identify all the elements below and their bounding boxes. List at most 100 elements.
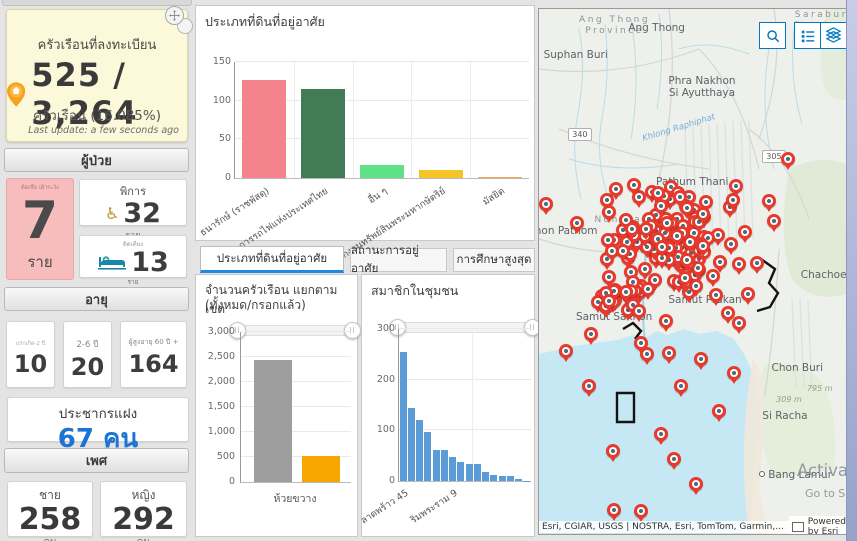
vgrid — [470, 62, 472, 178]
map-label: Ang Thong Province — [579, 15, 651, 37]
map-pin-marker[interactable] — [695, 239, 710, 254]
map-pin-marker[interactable] — [762, 194, 777, 209]
map-pin-marker[interactable] — [627, 177, 642, 192]
map-pin-marker[interactable] — [666, 451, 681, 466]
move-arrows-icon — [169, 10, 180, 21]
activate-watermark-line1: Activate Windows — [797, 461, 848, 480]
map-pin-marker[interactable] — [653, 199, 668, 214]
map-pin-marker[interactable] — [641, 281, 656, 296]
tab-residence-status[interactable]: สถานะการอยู่อาศัย — [350, 243, 447, 275]
map-pin-marker[interactable] — [609, 182, 624, 197]
map-pin-marker[interactable] — [767, 214, 781, 229]
households-range-slider[interactable]: || || — [229, 322, 361, 339]
map-pin-marker[interactable] — [694, 352, 708, 367]
road-shield: 340 — [568, 128, 592, 142]
map-pin-marker[interactable] — [679, 201, 694, 215]
age-label: ผู้สูงอายุ 60 ปี + — [128, 338, 179, 346]
map-legend-button[interactable] — [794, 22, 821, 49]
map-pin-marker[interactable] — [738, 224, 753, 239]
bar-2 — [360, 164, 404, 178]
y-tick-label: 2,500 — [207, 351, 235, 362]
map-pin-marker[interactable] — [539, 196, 554, 211]
map-pin-marker[interactable] — [731, 257, 746, 272]
age-card-child: 2-6 ปี 20 — [63, 321, 112, 388]
window-scroll-strip[interactable] — [846, 0, 857, 541]
map-pin-marker[interactable] — [689, 477, 704, 492]
y-tick-label: 300 — [376, 323, 395, 334]
map-pin-marker[interactable] — [607, 502, 622, 517]
bar-0 — [399, 351, 407, 481]
map-label: 795 m — [806, 383, 833, 393]
map-pin-marker[interactable] — [658, 313, 673, 328]
gridline — [235, 138, 529, 140]
disabled-count: 32 — [123, 198, 161, 229]
map-pin-marker[interactable] — [655, 240, 670, 255]
map-pin-marker[interactable] — [602, 294, 617, 309]
map-pin-marker[interactable] — [584, 326, 599, 341]
y-tick-label: 500 — [216, 451, 235, 462]
map-pin-marker[interactable] — [721, 305, 736, 320]
map-pin-marker[interactable] — [624, 222, 639, 237]
map-pin-marker[interactable] — [696, 207, 711, 222]
members-range-slider[interactable]: || || — [389, 319, 541, 336]
map-pin-marker[interactable] — [673, 378, 688, 393]
map-pin-marker[interactable] — [640, 346, 655, 361]
map-pin-marker[interactable] — [638, 222, 653, 237]
map-pin-marker[interactable] — [731, 315, 746, 330]
slider-handle-left[interactable]: || — [389, 319, 406, 336]
map-pin-marker[interactable] — [750, 256, 765, 271]
map-pin-marker[interactable] — [699, 194, 714, 209]
map-pin-marker[interactable] — [602, 205, 617, 220]
map-pin-marker[interactable] — [559, 343, 574, 358]
map-pin-marker[interactable] — [615, 244, 630, 258]
slider-handle-right[interactable]: || — [344, 322, 361, 339]
map-pin-marker[interactable] — [619, 284, 634, 299]
map-pin-marker[interactable] — [724, 236, 739, 251]
map-pin-marker[interactable] — [632, 304, 646, 319]
land-type-chart-title: ประเภทที่ดินที่อยู่อาศัย — [205, 14, 325, 29]
map-pin-marker[interactable] — [661, 345, 676, 360]
map-pin-marker[interactable] — [581, 378, 596, 393]
patients-alert-card: ติดเชื้อ เฝ้าระวัง 7 ราย — [6, 178, 74, 280]
households-chart-plot: 0 500 1,000 1,500 2,000 2,500 3,000 — [208, 326, 351, 487]
map-pin-marker[interactable] — [653, 427, 668, 442]
gender-section-header[interactable]: เพศ — [4, 448, 189, 473]
bar-8 — [465, 464, 473, 481]
map-pin-marker[interactable] — [729, 178, 744, 193]
map-pin-marker[interactable] — [633, 503, 648, 518]
vgrid — [411, 62, 413, 178]
y-tick-label: 2,000 — [207, 376, 235, 387]
map-pin-marker[interactable] — [605, 444, 620, 459]
map-pin-marker[interactable] — [678, 270, 693, 285]
gridline — [399, 378, 531, 380]
map-pin-marker[interactable] — [711, 404, 726, 419]
tab-land-type[interactable]: ประเภทที่ดินที่อยู่อาศัย — [200, 246, 344, 273]
bar-1 — [301, 89, 346, 178]
gridline — [241, 456, 351, 457]
esri-map[interactable]: Khlong Raphiphat Ang Thong Province Ang T… — [538, 8, 848, 535]
map-pin-marker[interactable] — [726, 365, 741, 380]
map-pin-marker[interactable] — [741, 287, 756, 302]
map-pin-marker[interactable] — [706, 268, 721, 283]
map-pin-marker[interactable] — [781, 152, 796, 167]
bar-กรอกแล้ว — [302, 455, 340, 482]
vgrid — [471, 329, 473, 481]
y-tick-label: 0 — [224, 172, 231, 183]
registered-value: 525 / 3,264 — [31, 56, 138, 132]
map-search-button[interactable] — [759, 22, 786, 49]
map-pin-marker[interactable] — [712, 255, 727, 270]
age-section-header[interactable]: อายุ — [4, 287, 189, 311]
x-tick-label: มัสยิด — [480, 185, 507, 208]
map-pin-marker[interactable] — [680, 253, 695, 268]
patients-section-header[interactable]: ผู้ป่วย — [4, 148, 189, 172]
slider-handle-left[interactable]: || — [229, 322, 246, 339]
map-pin-marker[interactable] — [651, 186, 666, 201]
map-layers-button[interactable] — [820, 22, 847, 49]
bar-2 — [416, 420, 424, 481]
tab-highest-education[interactable]: การศึกษาสูงสุด — [453, 248, 535, 272]
map-pin-marker[interactable] — [569, 216, 584, 231]
map-pin-marker[interactable] — [637, 261, 652, 276]
move-widget-icon[interactable] — [165, 6, 184, 25]
hidden-population-card: ประชากรแฝง 67 คน — [7, 397, 189, 454]
legend-icon — [801, 30, 814, 42]
